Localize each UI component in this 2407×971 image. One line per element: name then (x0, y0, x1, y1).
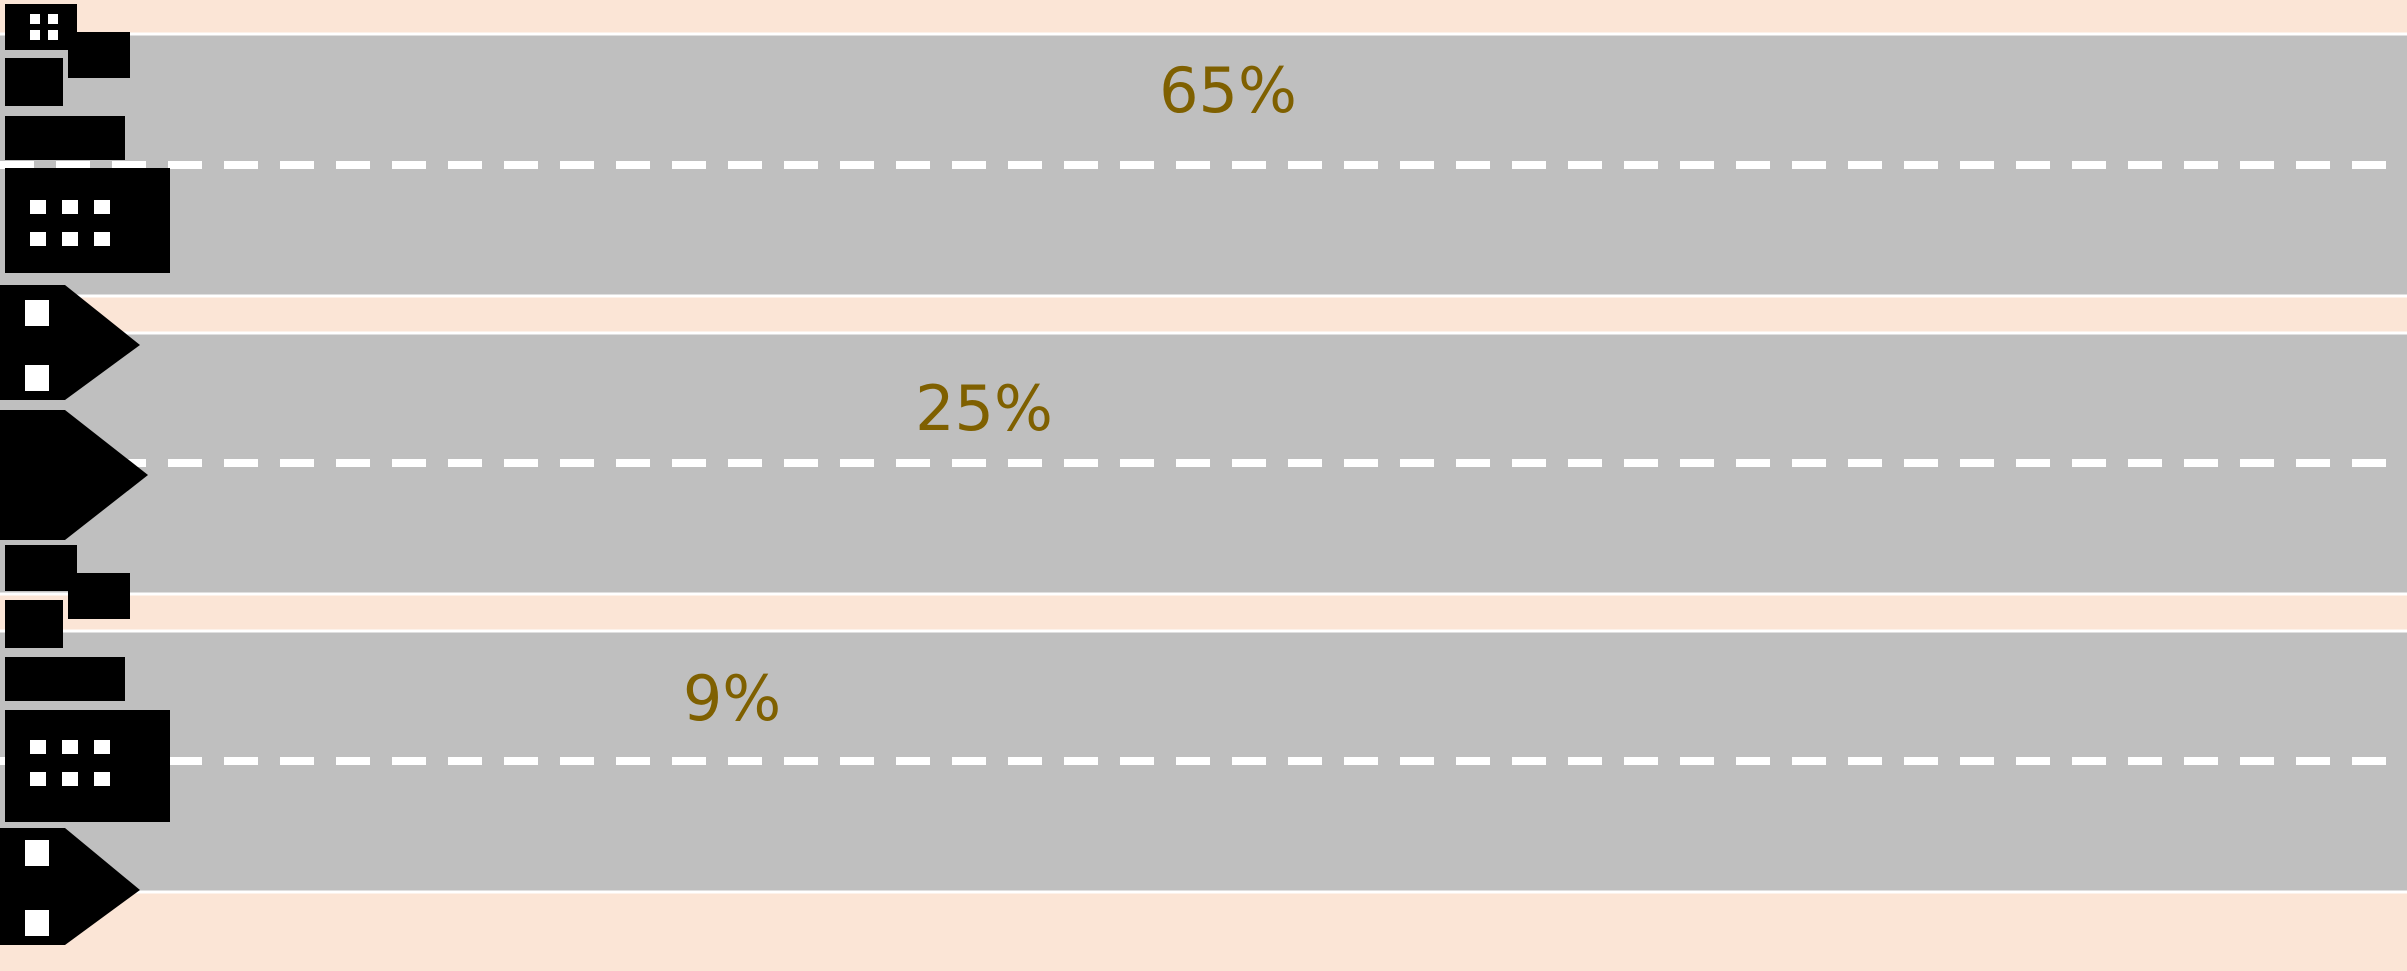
lane-dashes (0, 161, 2407, 765)
value-label: 9% (683, 662, 781, 735)
value-label: 65% (1159, 54, 1297, 127)
value-label: 25% (915, 372, 1053, 445)
building-windows (25, 14, 110, 936)
